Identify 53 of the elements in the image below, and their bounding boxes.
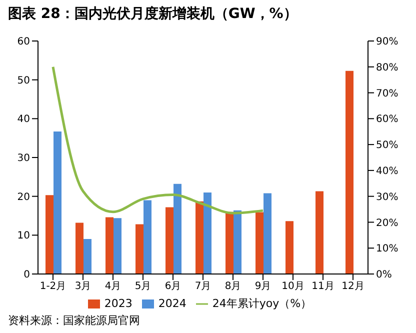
bar <box>316 191 324 274</box>
y-tick-label: 20 <box>17 192 30 203</box>
bar <box>346 70 354 274</box>
y2-tick-label: 30% <box>376 192 398 203</box>
y2-tick-label: 10% <box>376 244 398 255</box>
bar <box>226 212 234 274</box>
y2-tick-label: 40% <box>376 166 398 177</box>
x-tick-label: 8月 <box>224 281 242 292</box>
text: 资料来源：国家能源局官网 <box>7 313 141 328</box>
legend-label: 2023 <box>104 297 132 310</box>
bar <box>46 195 54 274</box>
legend-label: 24年累计yoy（%） <box>212 297 312 310</box>
bar <box>166 207 174 274</box>
x-tick-label: 3月 <box>74 281 92 292</box>
bar <box>106 217 114 274</box>
y-tick-label: 30 <box>17 153 30 164</box>
x-tick-label: 10月 <box>282 281 304 292</box>
bar <box>204 192 212 274</box>
x-tick-label: 9月 <box>254 281 272 292</box>
chart-title: 图表 28：国内光伏月度新增装机（GW，%） <box>7 4 298 24</box>
x-tick-label: 6月 <box>164 281 182 292</box>
bar <box>76 222 84 274</box>
bar <box>234 210 242 274</box>
bar <box>256 212 264 274</box>
y2-tick-label: 20% <box>376 218 398 229</box>
x-tick-label: 1-2月 <box>40 281 66 292</box>
y-tick-label: 40 <box>17 114 30 126</box>
y2-tick-label: 60% <box>376 114 398 126</box>
x-tick-label: 7月 <box>194 281 212 292</box>
x-tick-label: 4月 <box>104 281 122 292</box>
x-tick-label: 11月 <box>312 281 334 292</box>
legend-label: 2024 <box>158 297 186 310</box>
y-tick-label: 50 <box>17 75 30 86</box>
x-tick-label: 12月 <box>342 281 364 292</box>
y-tick-label: 60 <box>17 36 30 48</box>
y2-tick-label: 90% <box>376 36 398 48</box>
line-series <box>52 66 264 214</box>
bar <box>114 218 122 274</box>
y-tick-label: 10 <box>17 230 30 242</box>
bar <box>84 239 92 274</box>
bar <box>174 184 182 274</box>
y-tick-label: 0 <box>24 270 30 281</box>
y2-tick-label: 0% <box>376 270 392 281</box>
bar <box>144 200 152 274</box>
bar <box>286 221 294 274</box>
x-tick-label: 5月 <box>134 281 152 292</box>
y2-tick-label: 50% <box>376 140 398 152</box>
bar <box>196 201 204 274</box>
y2-tick-label: 70% <box>376 88 398 100</box>
bar <box>136 224 144 274</box>
bar <box>264 193 272 274</box>
bar <box>54 131 62 274</box>
y2-tick-label: 80% <box>376 62 398 74</box>
